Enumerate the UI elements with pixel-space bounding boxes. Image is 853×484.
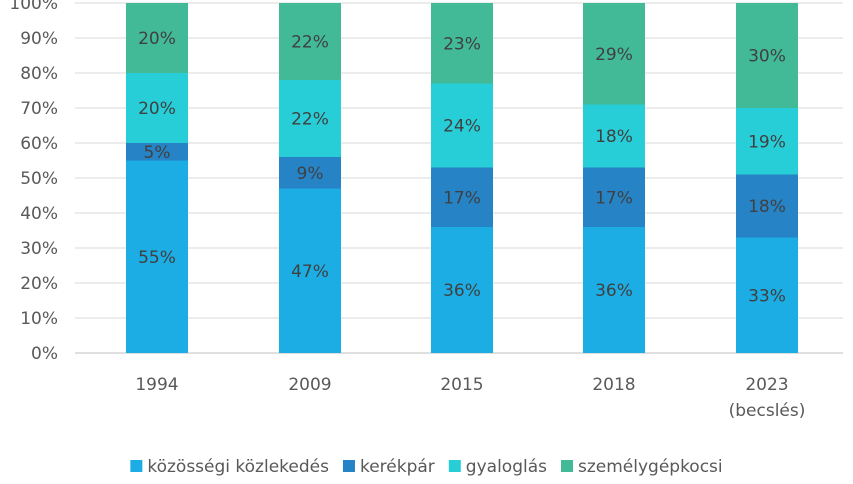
data-label: 20% bbox=[138, 29, 176, 49]
bar-segment bbox=[583, 167, 645, 227]
data-label: 20% bbox=[138, 99, 176, 119]
x-tick-label: 1994 bbox=[135, 375, 178, 395]
y-tick-label: 40% bbox=[20, 204, 58, 224]
data-label: 19% bbox=[748, 132, 786, 152]
y-tick-label: 30% bbox=[20, 239, 58, 259]
bar-segment bbox=[279, 80, 341, 157]
y-axis: 0% 10% 20% 30% 40% 50% 60% 70% 80% 90% 100% bbox=[9, 0, 58, 364]
bar-segment bbox=[583, 3, 645, 105]
data-label: 9% bbox=[297, 164, 324, 184]
data-label: 23% bbox=[443, 34, 481, 54]
data-label: 36% bbox=[443, 281, 481, 301]
legend-swatch bbox=[342, 460, 355, 472]
y-tick-label: 80% bbox=[20, 64, 58, 84]
legend-swatch bbox=[448, 460, 461, 472]
x-tick-label: 2009 bbox=[288, 375, 331, 395]
data-label: 30% bbox=[748, 47, 786, 67]
bar-segment bbox=[279, 188, 341, 353]
bar-segment bbox=[126, 143, 188, 161]
data-label: 47% bbox=[291, 262, 329, 282]
bar-segment bbox=[736, 237, 798, 353]
legend: közösségi közlekedés kerékpár gyaloglás sze… bbox=[130, 457, 723, 477]
y-tick-label: 0% bbox=[31, 344, 58, 364]
data-label: 29% bbox=[595, 45, 633, 65]
bar-segment bbox=[126, 160, 188, 353]
data-label: 17% bbox=[443, 188, 481, 208]
bar-segment bbox=[279, 3, 341, 80]
y-tick-label: 90% bbox=[20, 29, 58, 49]
data-label: 33% bbox=[748, 286, 786, 306]
data-label: 55% bbox=[138, 248, 176, 268]
x-tick-label: 2015 bbox=[440, 375, 483, 395]
bar-segment bbox=[736, 174, 798, 238]
data-label: 36% bbox=[595, 281, 633, 301]
bar-segment bbox=[126, 73, 188, 143]
data-label: 18% bbox=[748, 197, 786, 217]
data-label: 17% bbox=[595, 188, 633, 208]
y-tick-label: 10% bbox=[20, 309, 58, 329]
legend-swatch bbox=[560, 460, 573, 472]
x-tick-label: 2023 (becslés) bbox=[729, 375, 806, 421]
bar-segment bbox=[736, 108, 798, 175]
y-tick-label: 50% bbox=[20, 169, 58, 189]
y-tick-label: 70% bbox=[20, 99, 58, 119]
bar-segment bbox=[279, 157, 341, 189]
data-label: 22% bbox=[291, 110, 329, 130]
legend-label: személygépkocsi bbox=[578, 457, 723, 477]
bar-segment bbox=[736, 3, 798, 108]
bar-segment bbox=[431, 167, 493, 227]
data-label: 5% bbox=[144, 143, 171, 163]
legend-label: közösségi közlekedés bbox=[147, 457, 329, 477]
bars: 55% 5% 20% 20% 47% 9% 22% 22% 36% 17% 24% 23% 36% 17%… bbox=[126, 3, 798, 353]
bar-segment bbox=[431, 3, 493, 84]
bar-segment bbox=[583, 104, 645, 168]
x-axis: 1994 2009 2015 2018 2023 (becslés) bbox=[135, 375, 805, 421]
legend-label: kerékpár bbox=[360, 457, 435, 477]
data-label: 24% bbox=[443, 117, 481, 137]
y-tick-label: 100% bbox=[9, 0, 58, 14]
bar-segment bbox=[583, 227, 645, 353]
data-label: 22% bbox=[291, 33, 329, 53]
y-tick-label: 20% bbox=[20, 274, 58, 294]
legend-swatch bbox=[130, 460, 143, 472]
legend-label: gyaloglás bbox=[466, 457, 547, 477]
y-tick-label: 60% bbox=[20, 134, 58, 154]
bar-segment bbox=[126, 3, 188, 73]
bar-segment bbox=[431, 227, 493, 353]
bar-segment bbox=[431, 83, 493, 168]
data-label: 18% bbox=[595, 127, 633, 147]
x-tick-label: 2018 bbox=[592, 375, 635, 395]
